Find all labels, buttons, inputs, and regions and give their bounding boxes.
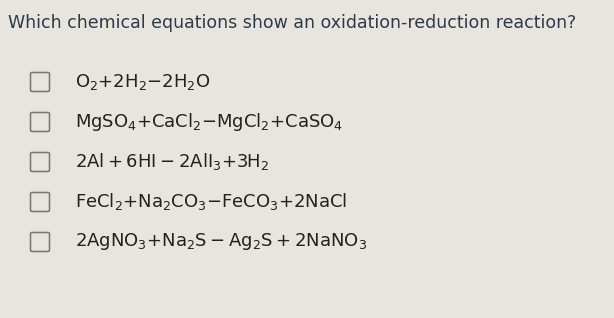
Text: $\mathregular{2AgNO}_{\mathregular{3}}\mathregular{ + Na}_{\mathregular{2}}\math: $\mathregular{2AgNO}_{\mathregular{3}}\m…: [75, 232, 367, 252]
Text: $\mathregular{2Al + 6HI - 2AlI}_{\mathregular{3}}\mathregular{ + 3H}_{\mathregul: $\mathregular{2Al + 6HI - 2AlI}_{\mathre…: [75, 151, 270, 172]
Text: $\mathregular{MgSO}_{\mathregular{4}}\mathregular{ + CaCl}_{\mathregular{2}}\mat: $\mathregular{MgSO}_{\mathregular{4}}\ma…: [75, 111, 343, 133]
Text: Which chemical equations show an oxidation-reduction reaction?: Which chemical equations show an oxidati…: [8, 14, 577, 32]
Text: $\mathregular{O}_{\mathregular{2}}\mathregular{ + 2H}_{\mathregular{2}}\mathregu: $\mathregular{O}_{\mathregular{2}}\mathr…: [75, 72, 211, 92]
Text: $\mathregular{FeCl}_{\mathregular{2}}\mathregular{ + Na}_{\mathregular{2}}\mathr: $\mathregular{FeCl}_{\mathregular{2}}\ma…: [75, 191, 348, 212]
